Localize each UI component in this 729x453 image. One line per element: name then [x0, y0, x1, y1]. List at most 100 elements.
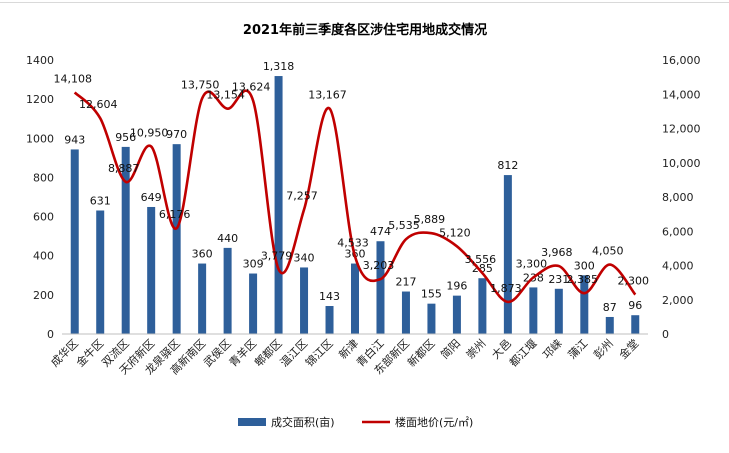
bar — [529, 287, 538, 334]
line-value-label: 4,533 — [337, 236, 369, 249]
category-label: 金牛区 — [73, 336, 106, 369]
line-value-label: 2,385 — [567, 273, 599, 286]
right-tick-label: 16,000 — [662, 54, 701, 67]
legend: 成交面积(亩) 楼面地价(元/㎡) — [238, 415, 473, 429]
category-label: 新都区 — [404, 336, 437, 369]
line-value-label: 5,120 — [439, 226, 471, 239]
bar-value-label: 631 — [90, 195, 111, 208]
line-path — [73, 89, 637, 304]
left-tick-label: 800 — [33, 171, 54, 184]
line-value-label: 3,556 — [465, 253, 497, 266]
category-label: 金堂 — [616, 336, 641, 361]
bar-series — [70, 76, 640, 334]
left-tick-label: 200 — [33, 289, 54, 302]
bar-value-label: 96 — [628, 299, 642, 312]
left-axis: 0 200 400 600 800 1000 1200 1400 — [26, 54, 54, 341]
bar-value-label: 956 — [115, 131, 136, 144]
line-value-label: 2,300 — [618, 275, 650, 288]
category-label: 邛崃 — [540, 337, 565, 362]
bar — [605, 316, 614, 334]
chart-title: 2021年前三季度各区涉住宅用地成交情况 — [243, 22, 487, 38]
bar-value-label: 474 — [370, 225, 391, 238]
bar-value-label: 649 — [141, 191, 162, 204]
left-tick-label: 1200 — [26, 93, 54, 106]
line-value-label: 10,950 — [130, 126, 169, 139]
bar — [351, 263, 359, 334]
bar-value-label: 231 — [548, 273, 569, 286]
bar — [223, 247, 232, 334]
legend-bar-swatch — [238, 418, 266, 426]
bar-value-label: 440 — [217, 232, 238, 245]
bar — [96, 210, 105, 334]
line-series — [73, 89, 637, 304]
bar-value-label: 1,318 — [263, 60, 295, 73]
line-value-label: 13,624 — [232, 81, 271, 94]
right-tick-label: 2,000 — [662, 294, 694, 307]
bar — [249, 273, 258, 334]
category-label: 武侯区 — [200, 336, 233, 369]
right-tick-label: 14,000 — [662, 88, 701, 101]
left-tick-label: 1400 — [26, 54, 54, 67]
bar-value-label: 217 — [395, 276, 416, 289]
line-value-label: 5,889 — [414, 213, 446, 226]
right-tick-label: 6,000 — [662, 225, 694, 238]
line-value-label: 3,300 — [516, 257, 548, 270]
line-value-label: 12,604 — [79, 98, 118, 111]
bar — [554, 288, 563, 334]
category-label: 青羊区 — [226, 336, 259, 369]
line-labels: 14,108 12,604 8,887 10,950 6,176 13,75013,154… — [53, 72, 649, 295]
bar-value-label: 196 — [446, 280, 467, 293]
bar — [580, 275, 589, 334]
right-tick-label: 10,000 — [662, 157, 701, 170]
bar — [376, 241, 385, 334]
bar — [300, 267, 309, 334]
category-label: 简阳 — [438, 336, 463, 361]
category-label: 崇州 — [464, 337, 489, 362]
bar-value-label: 340 — [294, 251, 315, 264]
right-tick-label: 0 — [662, 328, 669, 341]
bar-value-label: 360 — [192, 248, 213, 261]
line-value-label: 3,203 — [363, 259, 395, 272]
line-value-label: 3,779 — [261, 249, 293, 262]
right-tick-label: 4,000 — [662, 260, 694, 273]
line-value-label: 6,176 — [159, 208, 191, 221]
bar-value-label: 309 — [243, 258, 264, 271]
bar-value-label: 812 — [497, 159, 518, 172]
bar — [325, 306, 334, 334]
bar-value-label: 300 — [574, 259, 595, 272]
right-axis: 0 2,000 4,000 6,000 8,000 10,000 12,000 14,000 1… — [662, 54, 701, 341]
category-label: 成华区 — [48, 336, 81, 369]
left-tick-label: 600 — [33, 211, 54, 224]
line-value-label: 1,873 — [490, 282, 522, 295]
line-value-label: 5,535 — [388, 219, 420, 232]
bar — [121, 146, 130, 334]
bar — [478, 278, 487, 334]
category-label: 锦江区 — [302, 336, 335, 369]
bar-value-label: 143 — [319, 290, 340, 303]
line-value-label: 14,108 — [53, 72, 92, 85]
bar — [172, 144, 181, 334]
bar-labels: 9436319566499703604403091,31834014336047… — [64, 60, 642, 314]
bar — [452, 295, 461, 334]
bar — [631, 315, 640, 334]
line-value-label: 7,257 — [286, 190, 318, 203]
bar-value-label: 87 — [603, 301, 617, 314]
right-tick-label: 12,000 — [662, 123, 701, 136]
legend-bar-label: 成交面积(亩) — [271, 415, 335, 429]
left-tick-label: 0 — [47, 328, 54, 341]
top-border — [0, 2, 729, 3]
bar — [274, 76, 283, 334]
bar — [198, 263, 207, 334]
bar-value-label: 155 — [421, 288, 442, 301]
bar — [427, 303, 436, 334]
bar — [503, 175, 512, 334]
bar-value-label: 970 — [166, 128, 187, 141]
category-label: 郫都区 — [251, 336, 284, 369]
bar — [70, 149, 79, 334]
line-value-label: 13,750 — [181, 79, 220, 92]
line-value-label: 4,050 — [592, 245, 624, 258]
category-label: 温江区 — [278, 337, 311, 370]
line-value-label: 13,154 — [206, 89, 245, 102]
left-tick-label: 400 — [33, 250, 54, 263]
